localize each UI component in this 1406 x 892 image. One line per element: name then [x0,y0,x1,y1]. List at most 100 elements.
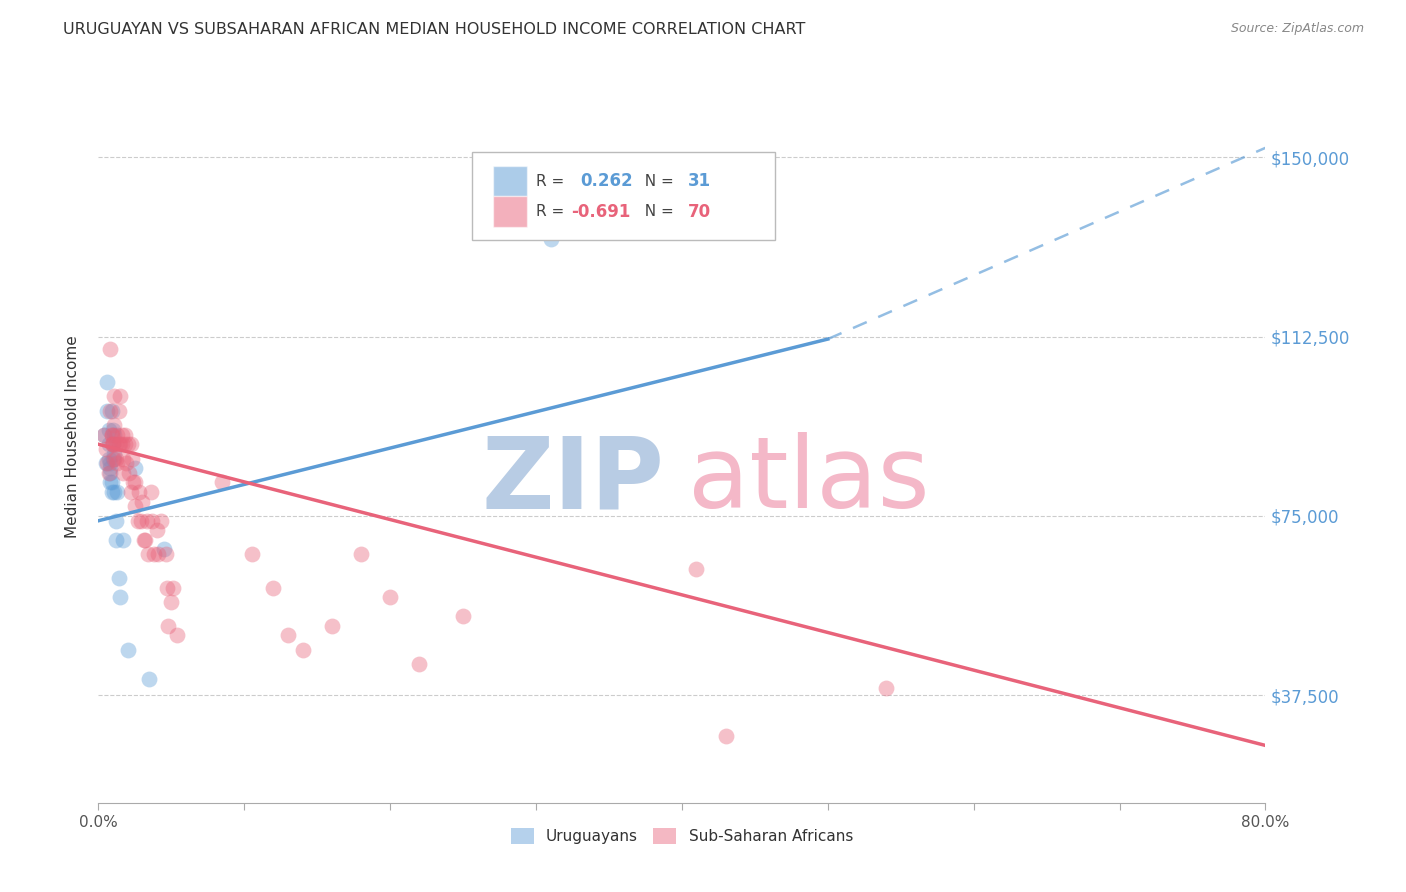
Text: R =: R = [536,204,569,219]
Point [94,456,117,470]
Point [117,437,139,451]
Point [112,451,135,466]
Point [101,423,124,437]
Y-axis label: Median Household Income: Median Household Income [65,335,80,539]
Text: N =: N = [636,174,679,188]
Point [101,451,124,466]
Text: -0.691: -0.691 [571,202,630,221]
Point [105,485,128,500]
Point [97,437,120,451]
Point [105,456,128,470]
Point [103,427,125,442]
Point [120,485,142,500]
Text: ZIP: ZIP [481,433,665,530]
Point [98,342,121,356]
Point [98,404,121,418]
Text: R =: R = [536,174,569,188]
Point [128,485,150,500]
Point [94,442,117,456]
Point [451,609,474,624]
Point [108,571,131,585]
Text: URUGUAYAN VS SUBSAHARAN AFRICAN MEDIAN HOUSEHOLD INCOME CORRELATION CHART: URUGUAYAN VS SUBSAHARAN AFRICAN MEDIAN H… [63,22,806,37]
Point [103,451,125,466]
Point [124,500,146,514]
Point [97,466,120,480]
Text: N =: N = [636,204,679,219]
Point [104,451,127,466]
Point [262,581,284,595]
Point [134,533,156,547]
Point [138,672,160,686]
FancyBboxPatch shape [494,196,527,227]
Point [162,581,184,595]
Point [350,547,373,561]
Point [153,542,176,557]
Point [97,423,120,437]
Point [104,533,127,547]
Point [114,427,136,442]
Point [155,547,177,561]
Point [127,514,149,528]
Text: 70: 70 [688,202,711,221]
Point [131,494,153,508]
Point [98,456,121,470]
Point [122,475,145,490]
Point [240,547,263,561]
Point [93,427,115,442]
Point [124,461,146,475]
Point [408,657,430,672]
Text: Source: ZipAtlas.com: Source: ZipAtlas.com [1230,22,1364,36]
Point [112,466,135,480]
Point [98,466,121,480]
Point [120,437,142,451]
Point [101,437,124,451]
Point [277,628,299,642]
Point [101,437,124,451]
Point [157,619,180,633]
Point [100,485,122,500]
Point [211,475,233,490]
FancyBboxPatch shape [472,152,775,240]
Point [141,514,163,528]
Point [110,437,132,451]
Point [714,729,737,743]
Point [160,595,183,609]
Point [321,619,343,633]
Point [111,437,134,451]
Text: 31: 31 [688,172,711,190]
Point [98,475,121,490]
Point [96,456,118,470]
Point [103,447,125,461]
Point [100,475,122,490]
Point [103,485,125,500]
Point [98,461,121,475]
Point [108,437,131,451]
Point [124,475,146,490]
Text: atlas: atlas [688,433,929,530]
Point [291,642,314,657]
Point [117,642,139,657]
Point [111,427,134,442]
Point [685,561,707,575]
Point [103,389,125,403]
Text: 0.262: 0.262 [581,172,633,190]
Point [135,514,157,528]
Point [146,524,169,538]
Point [115,456,138,470]
Point [121,451,143,466]
Point [114,437,136,451]
Point [100,404,122,418]
Legend: Uruguayans, Sub-Saharan Africans: Uruguayans, Sub-Saharan Africans [505,822,859,850]
Point [150,514,173,528]
Point [129,514,152,528]
Point [97,451,120,466]
Point [142,547,165,561]
Point [101,437,124,451]
Point [103,418,125,433]
Point [110,389,132,403]
Point [132,533,155,547]
Point [139,485,162,500]
Point [540,232,562,246]
Point [104,514,127,528]
Point [96,375,118,389]
